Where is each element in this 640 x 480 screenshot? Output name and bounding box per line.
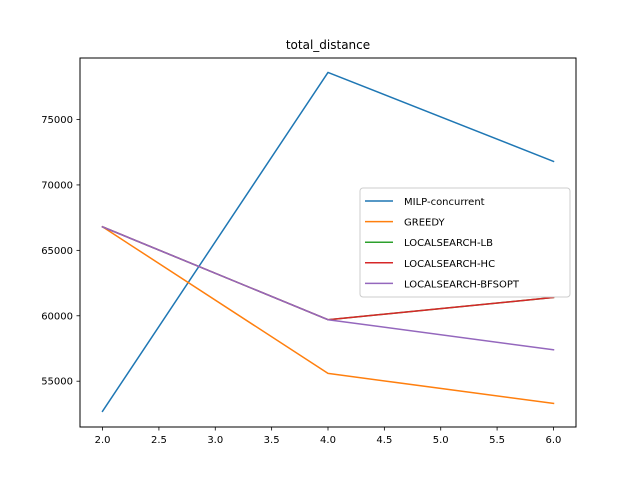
- x-tick-label: 6.0: [546, 435, 562, 446]
- x-tick-label: 4.0: [320, 435, 336, 446]
- y-tick-label: 75000: [41, 115, 73, 126]
- chart-title: total_distance: [286, 38, 370, 52]
- x-tick-label: 5.0: [433, 435, 449, 446]
- x-tick-label: 2.5: [151, 435, 167, 446]
- x-tick-label: 3.5: [264, 435, 280, 446]
- y-tick-label: 55000: [41, 377, 73, 388]
- legend-box: [359, 187, 571, 298]
- series-line-0: [101, 71, 555, 413]
- series-layer: [101, 71, 555, 413]
- x-tick-label: 4.5: [376, 435, 392, 446]
- legend-label-0: MILP-concurrent: [404, 197, 485, 208]
- y-tick-label: 65000: [41, 246, 73, 257]
- series-line-1: [101, 225, 555, 405]
- legend: MILP-concurrent GREEDY LOCALSEARCH-LB LOCAL…: [359, 187, 571, 298]
- x-tick-label: 2.0: [95, 435, 111, 446]
- y-tick-label: 70000: [41, 180, 73, 191]
- series-line-4: [101, 225, 555, 351]
- x-axis: 2.0 2.5 3.0 3.5 4.0 4.5 5.0 5.5 6.0: [95, 427, 562, 446]
- x-tick-label: 3.0: [207, 435, 223, 446]
- legend-label-4: LOCALSEARCH-BFSOPT: [404, 279, 520, 290]
- y-tick-label: 60000: [41, 311, 73, 322]
- x-tick-label: 5.5: [489, 435, 505, 446]
- y-axis: 55000 60000 65000 70000 75000: [41, 115, 80, 388]
- legend-label-2: LOCALSEARCH-LB: [404, 238, 493, 249]
- legend-label-3: LOCALSEARCH-HC: [404, 259, 495, 270]
- legend-label-1: GREEDY: [404, 218, 445, 229]
